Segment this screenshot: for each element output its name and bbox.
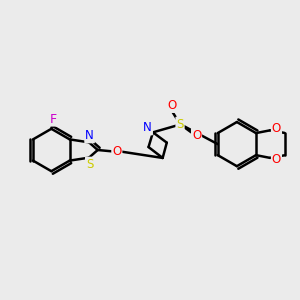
Text: O: O (192, 129, 201, 142)
Text: O: O (272, 122, 281, 135)
Text: O: O (112, 145, 122, 158)
Text: O: O (272, 153, 281, 166)
Text: S: S (176, 118, 184, 130)
Text: N: N (85, 129, 94, 142)
Text: S: S (86, 158, 93, 171)
Text: F: F (49, 112, 56, 126)
Text: O: O (167, 99, 176, 112)
Text: N: N (143, 122, 152, 134)
